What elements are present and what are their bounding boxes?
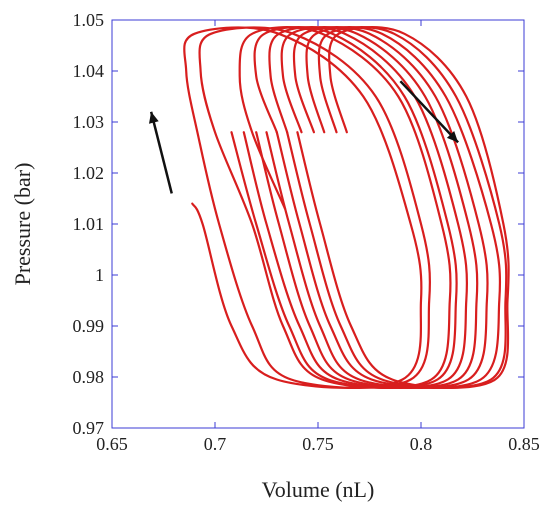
x-axis-label: Volume (nL) <box>262 477 375 502</box>
pv-loop-6 <box>275 26 502 389</box>
y-tick-label: 1.01 <box>73 214 105 234</box>
pv-loop-8 <box>296 26 510 389</box>
y-tick-label: 1.04 <box>73 61 105 81</box>
pv-loop-4 <box>255 26 479 389</box>
x-axis-ticks: 0.65 0.7 0.75 0.8 0.85 <box>96 20 540 454</box>
y-axis-label: Pressure (bar) <box>10 163 35 286</box>
y-tick-label: 0.97 <box>73 418 105 438</box>
direction-arrow-head-2 <box>446 130 459 143</box>
direction-arrow-shaft-2 <box>399 80 459 144</box>
pv-loop-2 <box>230 26 458 389</box>
pv-loop-1 <box>183 26 452 389</box>
y-tick-label: 1.03 <box>73 112 105 132</box>
pv-loop-5 <box>265 26 489 389</box>
y-axis-ticks: 0.97 0.98 0.99 1 1.01 1.02 1.03 1.04 1.05 <box>73 10 524 438</box>
y-tick-label: 1.05 <box>73 10 105 30</box>
x-tick-label: 0.7 <box>204 434 227 454</box>
direction-arrow-shaft-1 <box>149 111 173 194</box>
x-tick-label: 0.85 <box>508 434 540 454</box>
y-tick-label: 1.02 <box>73 163 105 183</box>
y-tick-label: 0.99 <box>73 316 105 336</box>
y-tick-label: 1 <box>95 265 104 285</box>
pv-loop-3 <box>242 26 469 389</box>
y-tick-label: 0.98 <box>73 367 105 387</box>
direction-arrows <box>148 80 459 194</box>
x-tick-label: 0.75 <box>302 434 334 454</box>
x-tick-label: 0.65 <box>96 434 128 454</box>
direction-arrow-head-1 <box>148 111 159 124</box>
x-tick-label: 0.8 <box>410 434 433 454</box>
pv-loop-curves <box>183 26 510 389</box>
pv-loop-7 <box>286 26 508 389</box>
